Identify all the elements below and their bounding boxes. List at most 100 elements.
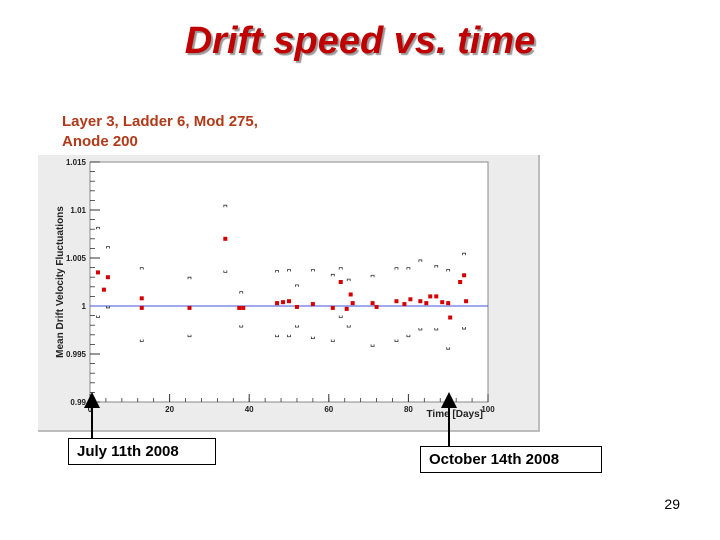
error-bar-high xyxy=(223,204,228,208)
error-bar-low xyxy=(275,334,279,338)
data-point xyxy=(462,273,467,278)
error-bar-high xyxy=(330,273,335,277)
data-point xyxy=(139,305,144,310)
data-point xyxy=(464,299,469,304)
data-point xyxy=(95,270,100,275)
data-point xyxy=(105,275,110,280)
error-bar-high xyxy=(462,252,467,256)
data-point xyxy=(281,300,286,305)
error-bar-high xyxy=(287,269,291,272)
error-bar-high xyxy=(275,270,279,273)
data-point xyxy=(310,302,315,307)
y-tick-label: 0.99 xyxy=(70,398,86,407)
data-point xyxy=(223,236,228,241)
x-tick-label: 0 xyxy=(88,405,93,414)
x-tick-label: 40 xyxy=(245,405,254,414)
error-bar-high xyxy=(434,265,439,268)
data-point xyxy=(275,301,280,306)
error-bar-low xyxy=(330,339,335,342)
data-point xyxy=(294,304,299,309)
data-point xyxy=(287,299,291,304)
x-tick-label: 60 xyxy=(324,405,333,414)
data-point xyxy=(428,294,433,299)
data-point xyxy=(402,302,407,307)
chart-panel: Mean Drift Velocity Fluctuations Time [D… xyxy=(38,155,540,432)
x-axis: 0 20 40 60 80 100 xyxy=(88,394,495,414)
data-point xyxy=(374,304,379,309)
data-point xyxy=(139,296,144,301)
start-date-callout: July 11th 2008 xyxy=(68,438,216,465)
error-bar-low xyxy=(338,315,343,318)
error-bar-low xyxy=(139,339,144,342)
data-point xyxy=(434,294,439,299)
error-bar-low xyxy=(310,336,315,340)
data-point xyxy=(394,299,399,304)
error-bar-low xyxy=(295,325,299,328)
data-point xyxy=(446,301,451,306)
y-tick-label: 1.005 xyxy=(66,254,87,263)
error-bar-high xyxy=(295,284,299,287)
error-bar-high xyxy=(187,276,192,280)
error-bar-high xyxy=(370,274,375,278)
error-bar-high xyxy=(446,269,451,272)
error-bar-low xyxy=(287,334,291,338)
data-point xyxy=(350,301,355,306)
error-bar-low xyxy=(187,334,192,338)
page-number: 29 xyxy=(664,496,680,512)
data-point xyxy=(330,305,335,310)
error-bar-markers xyxy=(96,204,467,350)
error-bar-high xyxy=(239,291,244,294)
error-bar-low xyxy=(223,270,228,273)
error-bar-low xyxy=(446,347,451,350)
data-point xyxy=(348,292,353,297)
y-axis: 0.99 0.995 1 1.005 1.01 1.015 xyxy=(66,158,100,407)
error-bar-high xyxy=(346,278,351,282)
error-bar-low xyxy=(418,328,423,331)
data-point xyxy=(448,315,453,320)
error-bar-low xyxy=(406,334,411,338)
y-axis-label: Mean Drift Velocity Fluctuations xyxy=(55,206,66,358)
error-bar-high xyxy=(139,267,144,270)
x-tick-label: 80 xyxy=(404,405,413,414)
data-point xyxy=(418,299,423,304)
data-point xyxy=(338,280,343,284)
data-point xyxy=(237,305,242,310)
x-axis-label: Time [Days] xyxy=(426,409,483,420)
error-bar-low xyxy=(346,325,351,328)
error-bar-high xyxy=(338,267,343,270)
plot-area xyxy=(89,161,489,403)
error-bar-high xyxy=(310,269,315,272)
data-point xyxy=(344,306,349,311)
error-bar-high xyxy=(96,226,100,230)
x-tick-label: 20 xyxy=(165,405,174,414)
error-bar-low xyxy=(106,305,110,309)
data-point xyxy=(370,301,375,306)
data-point xyxy=(408,297,413,302)
data-point xyxy=(424,301,429,306)
error-bar-high xyxy=(406,267,411,270)
error-bar-low xyxy=(370,344,375,347)
subtitle-line-2: Anode 200 xyxy=(62,133,138,150)
error-bar-low xyxy=(394,339,399,342)
data-points xyxy=(95,236,469,320)
end-date-callout: October 14th 2008 xyxy=(420,446,602,473)
y-tick-label: 1.01 xyxy=(70,206,86,215)
drift-speed-chart: Mean Drift Velocity Fluctuations Time [D… xyxy=(55,158,495,420)
data-point xyxy=(241,305,246,310)
error-bar-high xyxy=(106,246,110,249)
data-point xyxy=(187,305,192,310)
error-bar-high xyxy=(418,259,423,262)
slide-title: Drift speed vs. time xyxy=(184,20,536,62)
y-tick-label: 1.015 xyxy=(66,158,87,167)
data-point xyxy=(440,300,445,305)
error-bar-low xyxy=(239,325,244,328)
data-point xyxy=(458,280,463,284)
error-bar-high xyxy=(394,267,399,270)
subtitle-line-1: Layer 3, Ladder 6, Mod 275, xyxy=(62,113,258,130)
error-bar-low xyxy=(434,328,439,331)
x-tick-label: 100 xyxy=(481,405,495,414)
y-tick-label: 0.995 xyxy=(66,350,87,359)
chart-subtitle: Layer 3, Ladder 6, Mod 275, Anode 200 xyxy=(62,112,382,152)
y-tick-label: 1 xyxy=(82,302,87,311)
error-bar-low xyxy=(96,315,100,318)
